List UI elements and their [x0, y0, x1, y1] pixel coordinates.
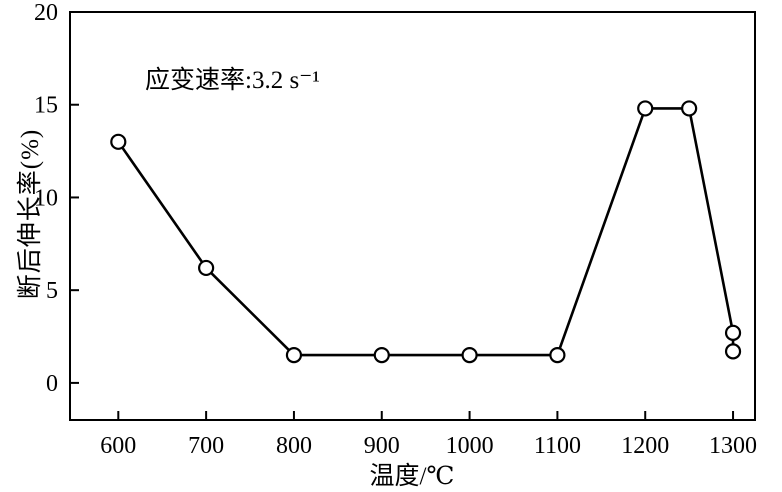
x-tick-label: 600 [100, 433, 136, 459]
x-tick-label: 700 [188, 433, 224, 459]
y-tick-label: 5 [46, 278, 58, 304]
data-point-marker [681, 100, 698, 117]
data-point-marker [373, 346, 390, 364]
data-point-marker [461, 346, 478, 364]
y-tick-label: 20 [34, 0, 58, 26]
data-point-marker [549, 346, 566, 364]
plot-frame [69, 11, 756, 421]
y-tick-label: 0 [46, 371, 58, 397]
strain-rate-annotation: 应变速率:3.2 s⁻¹ [145, 67, 320, 94]
x-tick-label: 1300 [709, 433, 757, 459]
data-line [117, 107, 735, 357]
x-tick-label: 1200 [621, 433, 669, 459]
x-tick-label: 1100 [534, 433, 581, 459]
x-tick-label: 1000 [446, 433, 494, 459]
y-tick-label: 15 [34, 93, 58, 119]
data-point-marker [198, 259, 215, 277]
data-point-marker [724, 343, 742, 360]
x-axis-title: 温度/℃ [369, 463, 455, 490]
data-point-marker [110, 133, 127, 150]
data-point-marker [285, 346, 303, 364]
data-point-marker [637, 100, 654, 117]
x-tick-label: 800 [276, 433, 312, 459]
y-tick-label: 10 [34, 185, 58, 211]
x-tick-label: 900 [364, 433, 400, 459]
y-axis-title: 断后伸长率(%) [17, 128, 44, 300]
data-point-marker [724, 324, 742, 341]
